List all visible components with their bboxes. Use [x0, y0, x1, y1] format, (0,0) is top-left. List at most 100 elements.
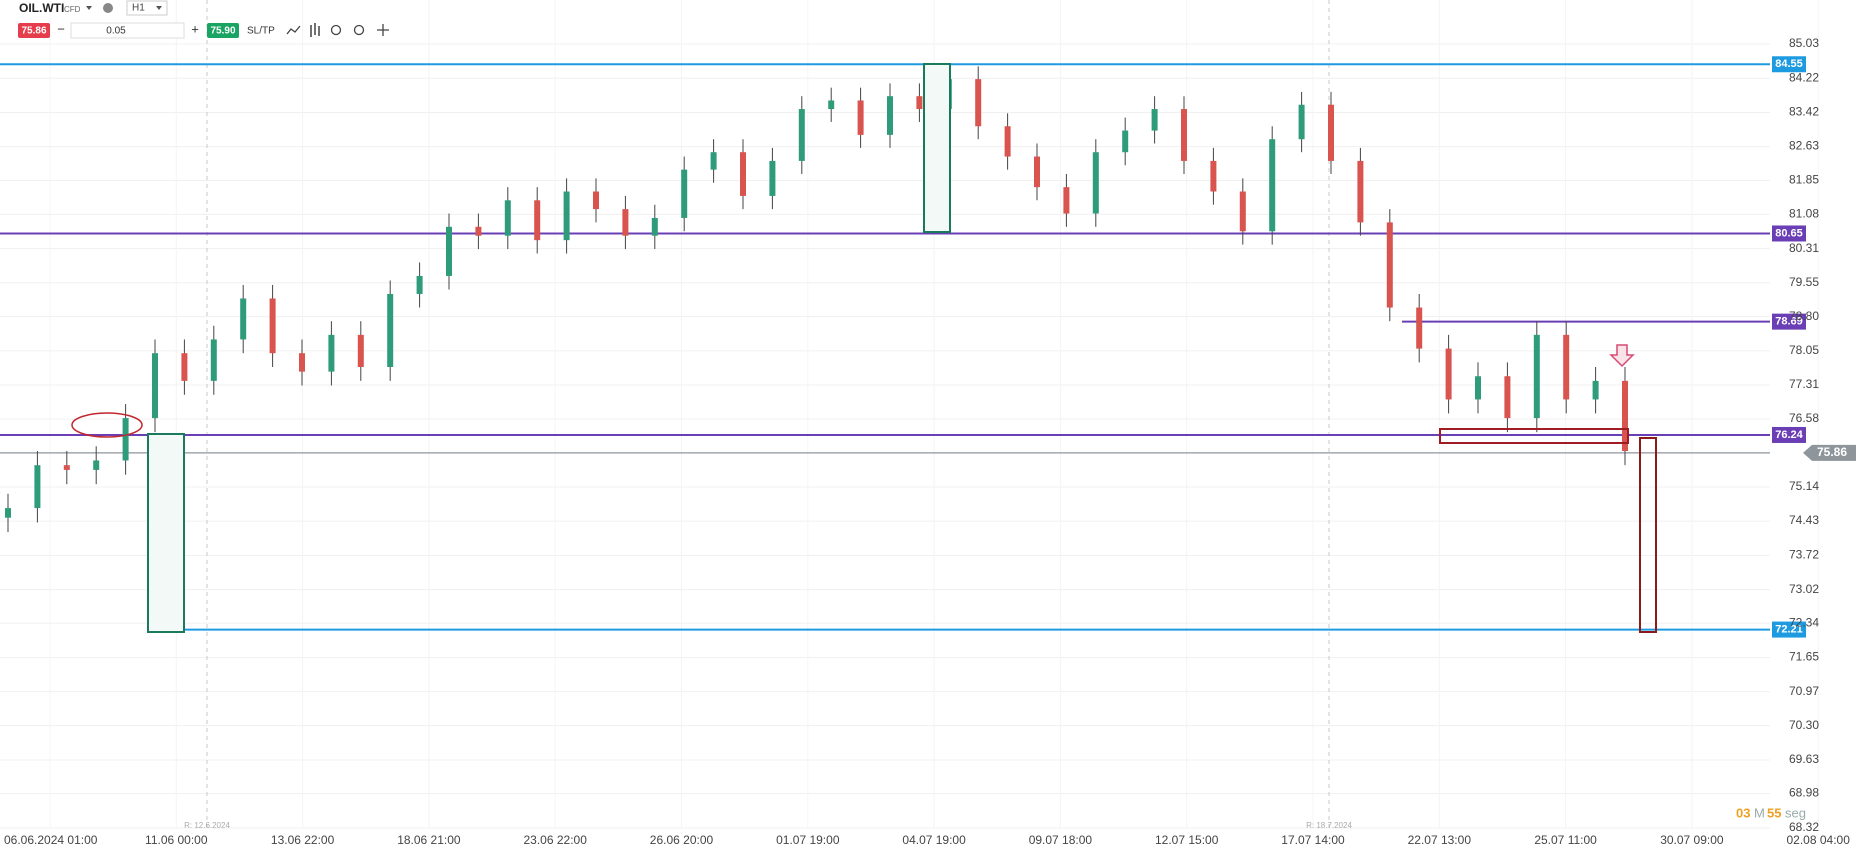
sell-button[interactable]	[18, 23, 50, 38]
x-tick-label: 25.07 11:00	[1534, 833, 1597, 847]
buy: 75.90	[210, 26, 235, 37]
y-tick-label: 81.08	[1789, 207, 1819, 221]
candle-body	[122, 418, 129, 461]
candle-body	[887, 96, 893, 135]
candle-body	[769, 160, 776, 196]
candle-body	[857, 100, 864, 135]
candle-body	[328, 334, 335, 372]
level-tag	[1772, 313, 1806, 330]
zoom-out[interactable]	[330, 24, 342, 36]
y-tick-label: 75.14	[1789, 479, 1819, 493]
candle-body	[1416, 307, 1423, 349]
y-tick-label: 79.55	[1789, 275, 1819, 289]
y-tick-label: 78.80	[1789, 309, 1819, 323]
plus[interactable]: +	[191, 21, 199, 36]
candle-body	[240, 298, 247, 340]
box	[1639, 437, 1657, 633]
toolbar: OIL.WTI CFD H1 75.86 − 0.05 + 75.90 SL/T…	[18, 0, 389, 39]
x-tick-label: 13.06 22:00	[271, 833, 335, 847]
candle-body	[416, 275, 423, 294]
candle-body	[1592, 380, 1599, 400]
x-tick-label: 12.07 15:00	[1155, 833, 1219, 847]
y-tick-label: 73.02	[1789, 582, 1819, 596]
candle-body	[446, 226, 452, 276]
minus[interactable]: −	[57, 21, 65, 36]
candle-body	[828, 100, 835, 110]
x-tick-label: 01.07 19:00	[776, 833, 840, 847]
timer-s: seg	[1785, 805, 1806, 820]
candle-body	[975, 79, 982, 127]
ellipse	[71, 412, 143, 438]
candle-body	[504, 200, 511, 236]
symbol[interactable]: OIL.WTI	[19, 1, 64, 15]
x-tick-label: 04.07 19:00	[902, 833, 966, 847]
x-tick-label: 22.07 13:00	[1408, 833, 1472, 847]
y-tick-label: 83.42	[1789, 105, 1819, 119]
candle-body	[357, 334, 364, 368]
y-tick-label: 76.58	[1789, 411, 1819, 425]
x-tick-label: 26.06 20:00	[650, 833, 714, 847]
timer-seconds: 55	[1767, 805, 1781, 820]
candle-body	[1357, 160, 1364, 223]
level-tag	[1772, 56, 1806, 73]
buy-button[interactable]	[207, 23, 239, 38]
candle-icon[interactable]	[310, 23, 320, 37]
y-tick-label: 70.30	[1789, 718, 1819, 732]
candle-body	[710, 152, 717, 170]
rollover-label: R: 18.7.2024	[1306, 821, 1352, 830]
dropdown[interactable]	[86, 6, 92, 10]
kind: CFD	[64, 5, 81, 14]
candle-body	[475, 226, 482, 236]
candle-body	[1386, 222, 1393, 308]
timer: 03 M 55 seg	[1736, 805, 1806, 820]
line-icon[interactable]	[286, 25, 301, 35]
x-tick-label: 02.08 04:00	[1786, 833, 1850, 847]
candle-body	[1063, 187, 1070, 214]
candle-body	[5, 508, 11, 518]
y-tick-label: 84.22	[1789, 70, 1819, 84]
candle-body	[1475, 376, 1481, 400]
candle-body	[152, 353, 158, 419]
sell: 75.86	[21, 26, 46, 37]
rollover-label: R: 12.6.2024	[184, 821, 230, 830]
candle-body	[299, 353, 305, 372]
candle-body	[593, 191, 599, 210]
level-tag	[1772, 621, 1806, 638]
timer-m: M	[1754, 805, 1765, 820]
y-tick-label: 74.43	[1789, 513, 1819, 527]
dropdown[interactable]	[156, 6, 162, 10]
candle-body	[1533, 334, 1540, 419]
candle-body	[1328, 104, 1334, 161]
candle-body	[34, 465, 41, 509]
level-label: 78.69	[1775, 316, 1803, 328]
candle-body	[1151, 109, 1158, 131]
candle-body	[1298, 104, 1305, 140]
current-price-tag	[1803, 444, 1856, 461]
candle-body	[1563, 334, 1570, 400]
info-icon[interactable]	[103, 3, 113, 13]
move-icon[interactable]	[377, 24, 389, 36]
sltp[interactable]: SL/TP	[247, 26, 275, 37]
candle-body	[1445, 348, 1452, 400]
level-tag	[1772, 426, 1806, 443]
candle-body	[387, 293, 394, 368]
volume-input[interactable]	[70, 22, 185, 39]
candle-body	[181, 353, 188, 381]
level-tag	[1772, 225, 1806, 242]
candles	[5, 66, 1628, 533]
candle-body	[798, 109, 805, 161]
current-price-label: 75.86	[1817, 445, 1847, 459]
candle-body	[651, 217, 658, 236]
zoom-in[interactable]	[353, 24, 365, 36]
interval-box[interactable]	[126, 0, 168, 16]
candle-body	[1239, 191, 1246, 232]
interval: H1	[132, 3, 145, 14]
y-tick-label: 68.98	[1789, 786, 1819, 800]
box	[923, 63, 951, 233]
candle-body	[269, 298, 276, 354]
box	[147, 433, 185, 633]
y-tick-label: 85.03	[1789, 36, 1819, 50]
candle-body	[681, 169, 688, 218]
